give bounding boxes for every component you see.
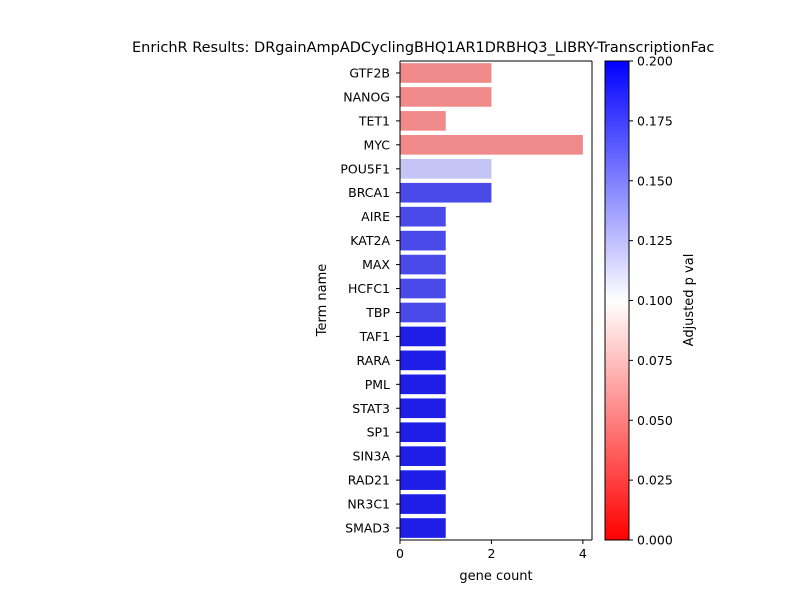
x-tick-label: 4	[579, 546, 587, 561]
bar-kat2a	[400, 230, 446, 251]
colorbar-tick-label: 0.150	[637, 173, 673, 188]
bar-pou5f1	[400, 158, 492, 179]
bars-layer	[400, 63, 583, 538]
colorbar-tick-label: 0.175	[637, 113, 673, 128]
colorbar-tick-label: 0.025	[637, 473, 673, 488]
y-tick-label: NR3C1	[347, 497, 390, 512]
colorbar-tick-label: 0.200	[637, 54, 673, 69]
bar-myc	[400, 135, 583, 155]
y-tick-label: KAT2A	[350, 233, 390, 248]
y-tick-label: PML	[365, 377, 390, 392]
y-tick-label: NANOG	[343, 89, 390, 104]
colorbar-tick-label: 0.075	[637, 353, 673, 368]
bar-rara	[400, 350, 446, 371]
bar-nanog	[400, 87, 492, 107]
y-tick-label: SIN3A	[353, 449, 391, 464]
x-tick-label: 2	[487, 546, 495, 561]
bar-taf1	[400, 326, 446, 347]
colorbar-tick-label: 0.125	[637, 233, 673, 248]
bar-smad3	[400, 518, 446, 538]
bar-sp1	[400, 422, 446, 443]
bar-tet1	[400, 111, 446, 131]
y-tick-label: POU5F1	[340, 161, 390, 176]
x-ticks-layer: 0 2 4	[396, 540, 587, 561]
colorbar-ticks-layer: 0.000 0.025 0.050 0.075 0.100 0.125 0.150 0.175…	[629, 54, 673, 548]
colorbar-label: Adjusted p val	[682, 254, 697, 347]
y-tick-label: HCFC1	[348, 281, 390, 296]
bar-gtf2b	[400, 63, 492, 83]
y-tick-label: SP1	[367, 425, 390, 440]
bar-aire	[400, 206, 446, 227]
bar-nr3c1	[400, 494, 446, 514]
y-tick-label: RARA	[357, 353, 391, 368]
y-tick-label: GTF2B	[349, 65, 390, 80]
bar-hcfc1	[400, 278, 446, 299]
x-axis-label: gene count	[459, 569, 532, 584]
colorbar-tick-label: 0.000	[637, 533, 673, 548]
y-tick-label: AIRE	[361, 209, 390, 224]
y-tick-label: TAF1	[359, 329, 390, 344]
y-tick-label: STAT3	[352, 401, 390, 416]
y-tick-label: MYC	[364, 137, 391, 152]
colorbar	[604, 60, 630, 541]
y-tick-label: RAD21	[348, 473, 390, 488]
x-tick-label: 0	[396, 546, 404, 561]
colorbar-tick-label: 0.100	[637, 293, 673, 308]
y-tick-label: TBP	[365, 305, 390, 320]
chart-title: EnrichR Results: DRgainAmpADCyclingBHQ1A…	[132, 40, 714, 56]
bar-pml	[400, 374, 446, 395]
y-tick-label: SMAD3	[345, 521, 390, 536]
bar-tbp	[400, 302, 446, 323]
bar-stat3	[400, 398, 446, 419]
bar-brca1	[400, 182, 492, 203]
y-tick-label: TET1	[358, 113, 390, 128]
bar-sin3a	[400, 446, 446, 466]
bar-max	[400, 254, 446, 275]
y-tick-label: BRCA1	[348, 185, 390, 200]
y-ticks-layer: GTF2B NANOG TET1 MYC POU5F1 BRCA1 AIRE KAT2A MAX…	[340, 65, 400, 536]
bar-rad21	[400, 470, 446, 490]
colorbar-tick-label: 0.050	[637, 413, 673, 428]
y-axis-label: Term name	[315, 264, 330, 338]
y-tick-label: MAX	[362, 257, 390, 272]
